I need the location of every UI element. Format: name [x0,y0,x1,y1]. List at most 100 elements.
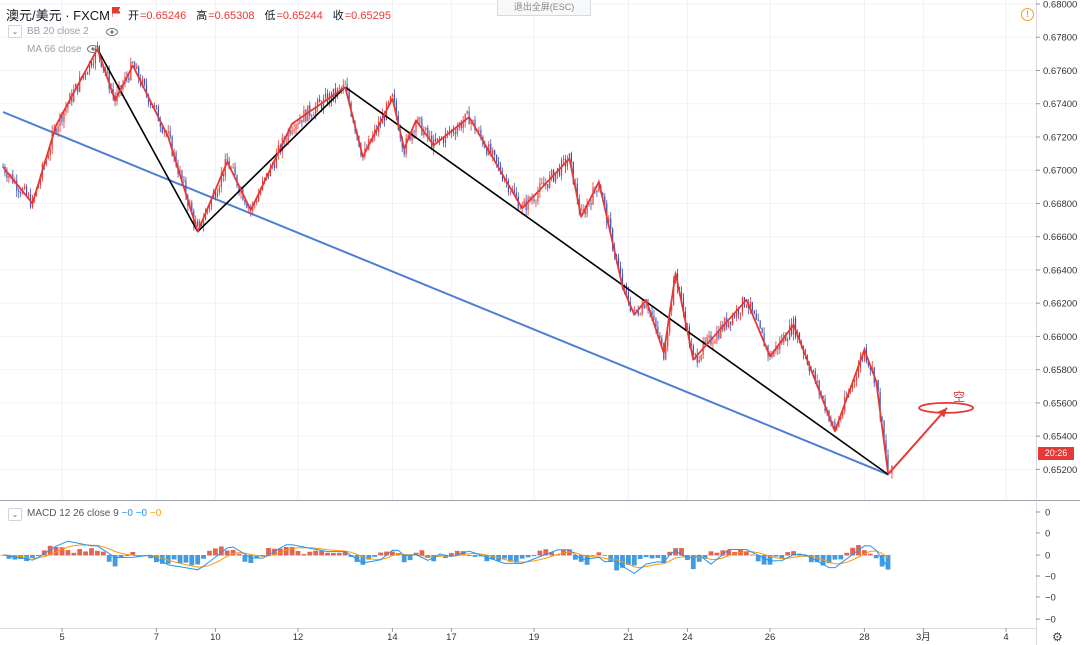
macd-legend[interactable]: MACD 12 26 close 9 −0 −0 −0 [27,508,161,519]
macd-hist-bar [342,551,348,556]
candle-body [297,123,299,125]
macd-y-tick-label: 0 [1045,529,1050,540]
macd-hist-bar [106,555,112,562]
macd-hist-bar [791,551,796,556]
macd-hist-bar [331,552,336,556]
candle-body [86,72,89,75]
candle-body [635,309,637,311]
y-tick-label: 0.65200 [1043,465,1077,476]
flag-icon[interactable] [112,7,120,17]
macd-hist-bar [590,555,596,556]
collapse-indicators-button[interactable]: ⌄ [8,25,22,38]
warning-icon[interactable]: ! [1021,8,1034,21]
candle-body [94,48,97,64]
macd-hist-bar [531,555,537,557]
x-tick-label: 3月 [916,632,931,643]
symbol-title[interactable]: 澳元/美元 · FXCM [6,8,110,23]
candle-body [879,391,881,418]
macd-axis[interactable]: 0 0 0 −0 −0 −0 [1036,508,1056,626]
candle-body [773,351,775,357]
candle-body [734,315,736,317]
time-axis[interactable]: 5 7 10 12 14 17 19 21 24 26 28 3月 4 [59,628,1009,643]
macd-hist-bar [832,555,838,560]
macd-hist-bar [266,548,271,556]
gear-icon[interactable]: ⚙ [1052,630,1063,644]
macd-hist-bar [218,546,224,556]
candle-body [203,220,205,227]
candle-body [627,292,629,303]
close-label: 收 [332,10,344,22]
eye-icon[interactable] [87,44,99,54]
candle-body [49,148,51,156]
candle-body [562,158,565,160]
macd-hist-bar [30,555,35,559]
candle-body [515,192,517,197]
candle-body [877,380,879,392]
candle-body [334,88,336,97]
eye-icon[interactable] [106,27,118,37]
candle-body [171,136,173,156]
candle-body [183,179,185,181]
bb-indicator-label[interactable]: BB 20 close 2 [27,26,89,37]
candle-body [840,416,842,420]
candle-body [462,122,464,129]
candle-body [128,77,130,80]
candle-body [301,119,303,123]
y-tick-label: 0.67800 [1043,33,1077,44]
candle-body [641,304,643,315]
macd-hist-bar [543,549,549,556]
candle-body [163,131,165,133]
candle-body [549,175,551,188]
candle-body [509,191,511,193]
candle-body [466,111,468,114]
macd-hist-bar [814,555,820,563]
y-tick-label: 0.65800 [1043,365,1077,376]
macd-hist-bar [744,551,749,556]
candle-body [645,304,647,309]
collapse-macd-button[interactable]: ⌄ [8,508,22,521]
candle-body [425,127,427,131]
candle-body [568,153,570,162]
candle-body [598,185,600,192]
candle-body [313,114,315,116]
candle-body [812,370,814,372]
y-tick-label: 0.66200 [1043,299,1077,310]
candle-body [533,199,535,202]
macd-hist-bar [549,552,555,556]
y-tick-label: 0.66800 [1043,199,1077,210]
candle-body [18,190,20,193]
candle-body [535,201,537,202]
macd-hist-bar [484,555,490,562]
macd-hist-bar [862,550,867,556]
macd-hist-bar [401,555,407,563]
candle-body [218,186,220,193]
candle-body [527,197,529,211]
ma-indicator-label[interactable]: MA 66 close [27,44,82,55]
candle-body [435,138,437,142]
candle-body [159,121,161,127]
candle-body [395,101,397,116]
open-value: =0.65246 [140,10,187,22]
candle-body [604,196,606,204]
candle-body [61,114,63,122]
candle-body [460,123,462,129]
candle-body [596,190,598,192]
candle-body [199,221,201,227]
macd-hist-bar [236,553,242,556]
price-axis[interactable]: 0.68000 0.67800 0.67600 0.67400 0.67200 0.670… [1036,0,1077,476]
candle-body [20,192,22,194]
candle-body [608,218,610,223]
candle-body [718,331,720,339]
x-tick-label: 5 [59,632,64,643]
candle-body [490,143,492,155]
candle-body [838,419,840,427]
candle-body [439,138,441,140]
macd-hist-bar [112,555,118,567]
macd-y-tick-label: −0 [1045,615,1056,626]
candle-body [419,117,421,119]
macd-hist-bar [885,555,891,570]
exit-fullscreen-button[interactable]: 退出全屏(ESC) [497,0,591,16]
macd-hist-bar [354,555,360,562]
candle-body [83,74,85,79]
